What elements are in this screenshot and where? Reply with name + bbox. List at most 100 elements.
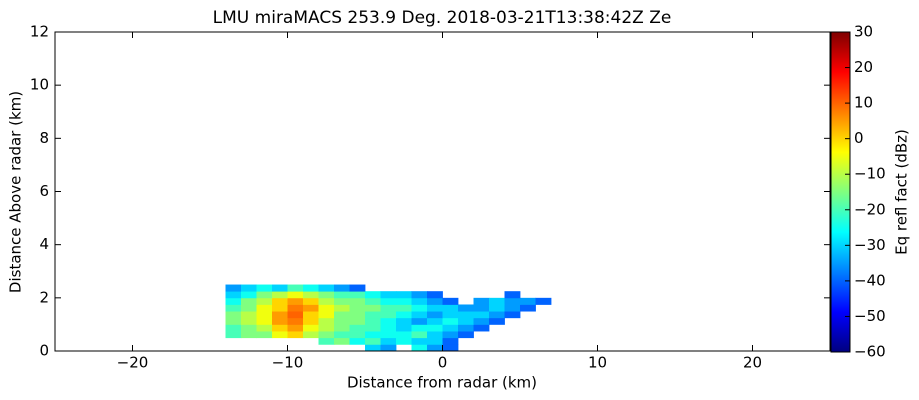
cell xyxy=(256,311,273,319)
cell xyxy=(303,324,319,332)
cell xyxy=(489,317,505,325)
cell xyxy=(365,291,381,299)
cell xyxy=(318,291,335,299)
cell xyxy=(411,337,428,345)
colorbar-label: Eq refl fact (dBz) xyxy=(893,129,911,255)
cell xyxy=(396,291,412,299)
cell xyxy=(411,311,428,319)
cell xyxy=(318,304,335,312)
cell xyxy=(334,297,350,305)
cell xyxy=(442,304,459,312)
cell xyxy=(303,331,319,339)
cell xyxy=(318,324,335,332)
cell xyxy=(458,324,474,332)
cell xyxy=(442,297,459,305)
cell xyxy=(256,331,273,339)
cell xyxy=(380,344,397,352)
cell xyxy=(256,297,273,305)
cell xyxy=(411,304,428,312)
cell xyxy=(442,317,459,325)
cell xyxy=(411,297,428,305)
chart-title: LMU miraMACS 253.9 Deg. 2018-03-21T13:38… xyxy=(213,8,672,28)
cell xyxy=(241,297,257,305)
cell xyxy=(427,317,443,325)
cell xyxy=(349,311,366,319)
cell xyxy=(411,317,428,325)
colorbar-tick-label: 30 xyxy=(854,23,873,41)
cell xyxy=(225,297,242,305)
cell xyxy=(318,331,335,339)
cell xyxy=(334,311,350,319)
colorbar-tick-label: −40 xyxy=(854,271,886,289)
y-tick-label: 2 xyxy=(39,288,49,306)
cell xyxy=(442,311,459,319)
cell xyxy=(365,317,381,325)
x-tick-label: 0 xyxy=(438,354,448,372)
y-tick-label: 0 xyxy=(39,342,49,360)
cell xyxy=(365,297,381,305)
cell xyxy=(427,331,443,339)
x-tick-label: 10 xyxy=(588,354,607,372)
cell xyxy=(318,337,335,345)
colorbar-tick-label: −50 xyxy=(854,307,886,325)
cell xyxy=(225,331,242,339)
y-tick-label: 4 xyxy=(39,235,49,253)
cell xyxy=(520,297,536,305)
cell xyxy=(365,324,381,332)
colorbar-tick-label: −10 xyxy=(854,165,886,183)
cell xyxy=(303,297,319,305)
cell xyxy=(287,324,304,332)
cell xyxy=(365,331,381,339)
colorbar-tick-label: −20 xyxy=(854,200,886,218)
cell xyxy=(241,324,257,332)
cell xyxy=(427,324,443,332)
cell xyxy=(303,317,319,325)
cell xyxy=(334,317,350,325)
cell xyxy=(241,317,257,325)
y-axis-label: Distance Above radar (km) xyxy=(7,91,25,293)
cell xyxy=(334,324,350,332)
cell xyxy=(272,324,288,332)
cell xyxy=(380,311,397,319)
cell xyxy=(287,297,304,305)
cell xyxy=(411,344,428,352)
cell xyxy=(349,291,366,299)
cell xyxy=(272,297,288,305)
cell xyxy=(256,284,273,292)
cell xyxy=(349,337,366,345)
y-tick-label: 12 xyxy=(30,23,49,41)
colorbar-tick-label: 20 xyxy=(854,58,873,76)
cell xyxy=(473,297,490,305)
cell xyxy=(318,284,335,292)
cell xyxy=(256,317,273,325)
colorbar-tick-label: −60 xyxy=(854,343,886,361)
cell xyxy=(504,304,521,312)
cell xyxy=(380,324,397,332)
cell xyxy=(272,291,288,299)
cell xyxy=(535,297,552,305)
cell xyxy=(334,291,350,299)
cell xyxy=(303,311,319,319)
cell xyxy=(504,311,521,319)
cell xyxy=(287,304,304,312)
y-tick-label: 6 xyxy=(39,182,49,200)
cell xyxy=(318,311,335,319)
cell xyxy=(458,317,474,325)
x-tick-label: −10 xyxy=(272,354,304,372)
cell xyxy=(427,291,443,299)
colorbar-tick-label: 0 xyxy=(854,129,864,147)
cell xyxy=(241,311,257,319)
cell xyxy=(241,331,257,339)
cell xyxy=(365,311,381,319)
cell xyxy=(411,331,428,339)
cell xyxy=(365,304,381,312)
cell xyxy=(442,337,459,345)
cell xyxy=(458,304,474,312)
x-tick-label: −20 xyxy=(117,354,149,372)
cell xyxy=(272,304,288,312)
cell xyxy=(241,304,257,312)
colorbar-tick-label: 10 xyxy=(854,94,873,112)
cell xyxy=(241,291,257,299)
cell xyxy=(396,331,412,339)
